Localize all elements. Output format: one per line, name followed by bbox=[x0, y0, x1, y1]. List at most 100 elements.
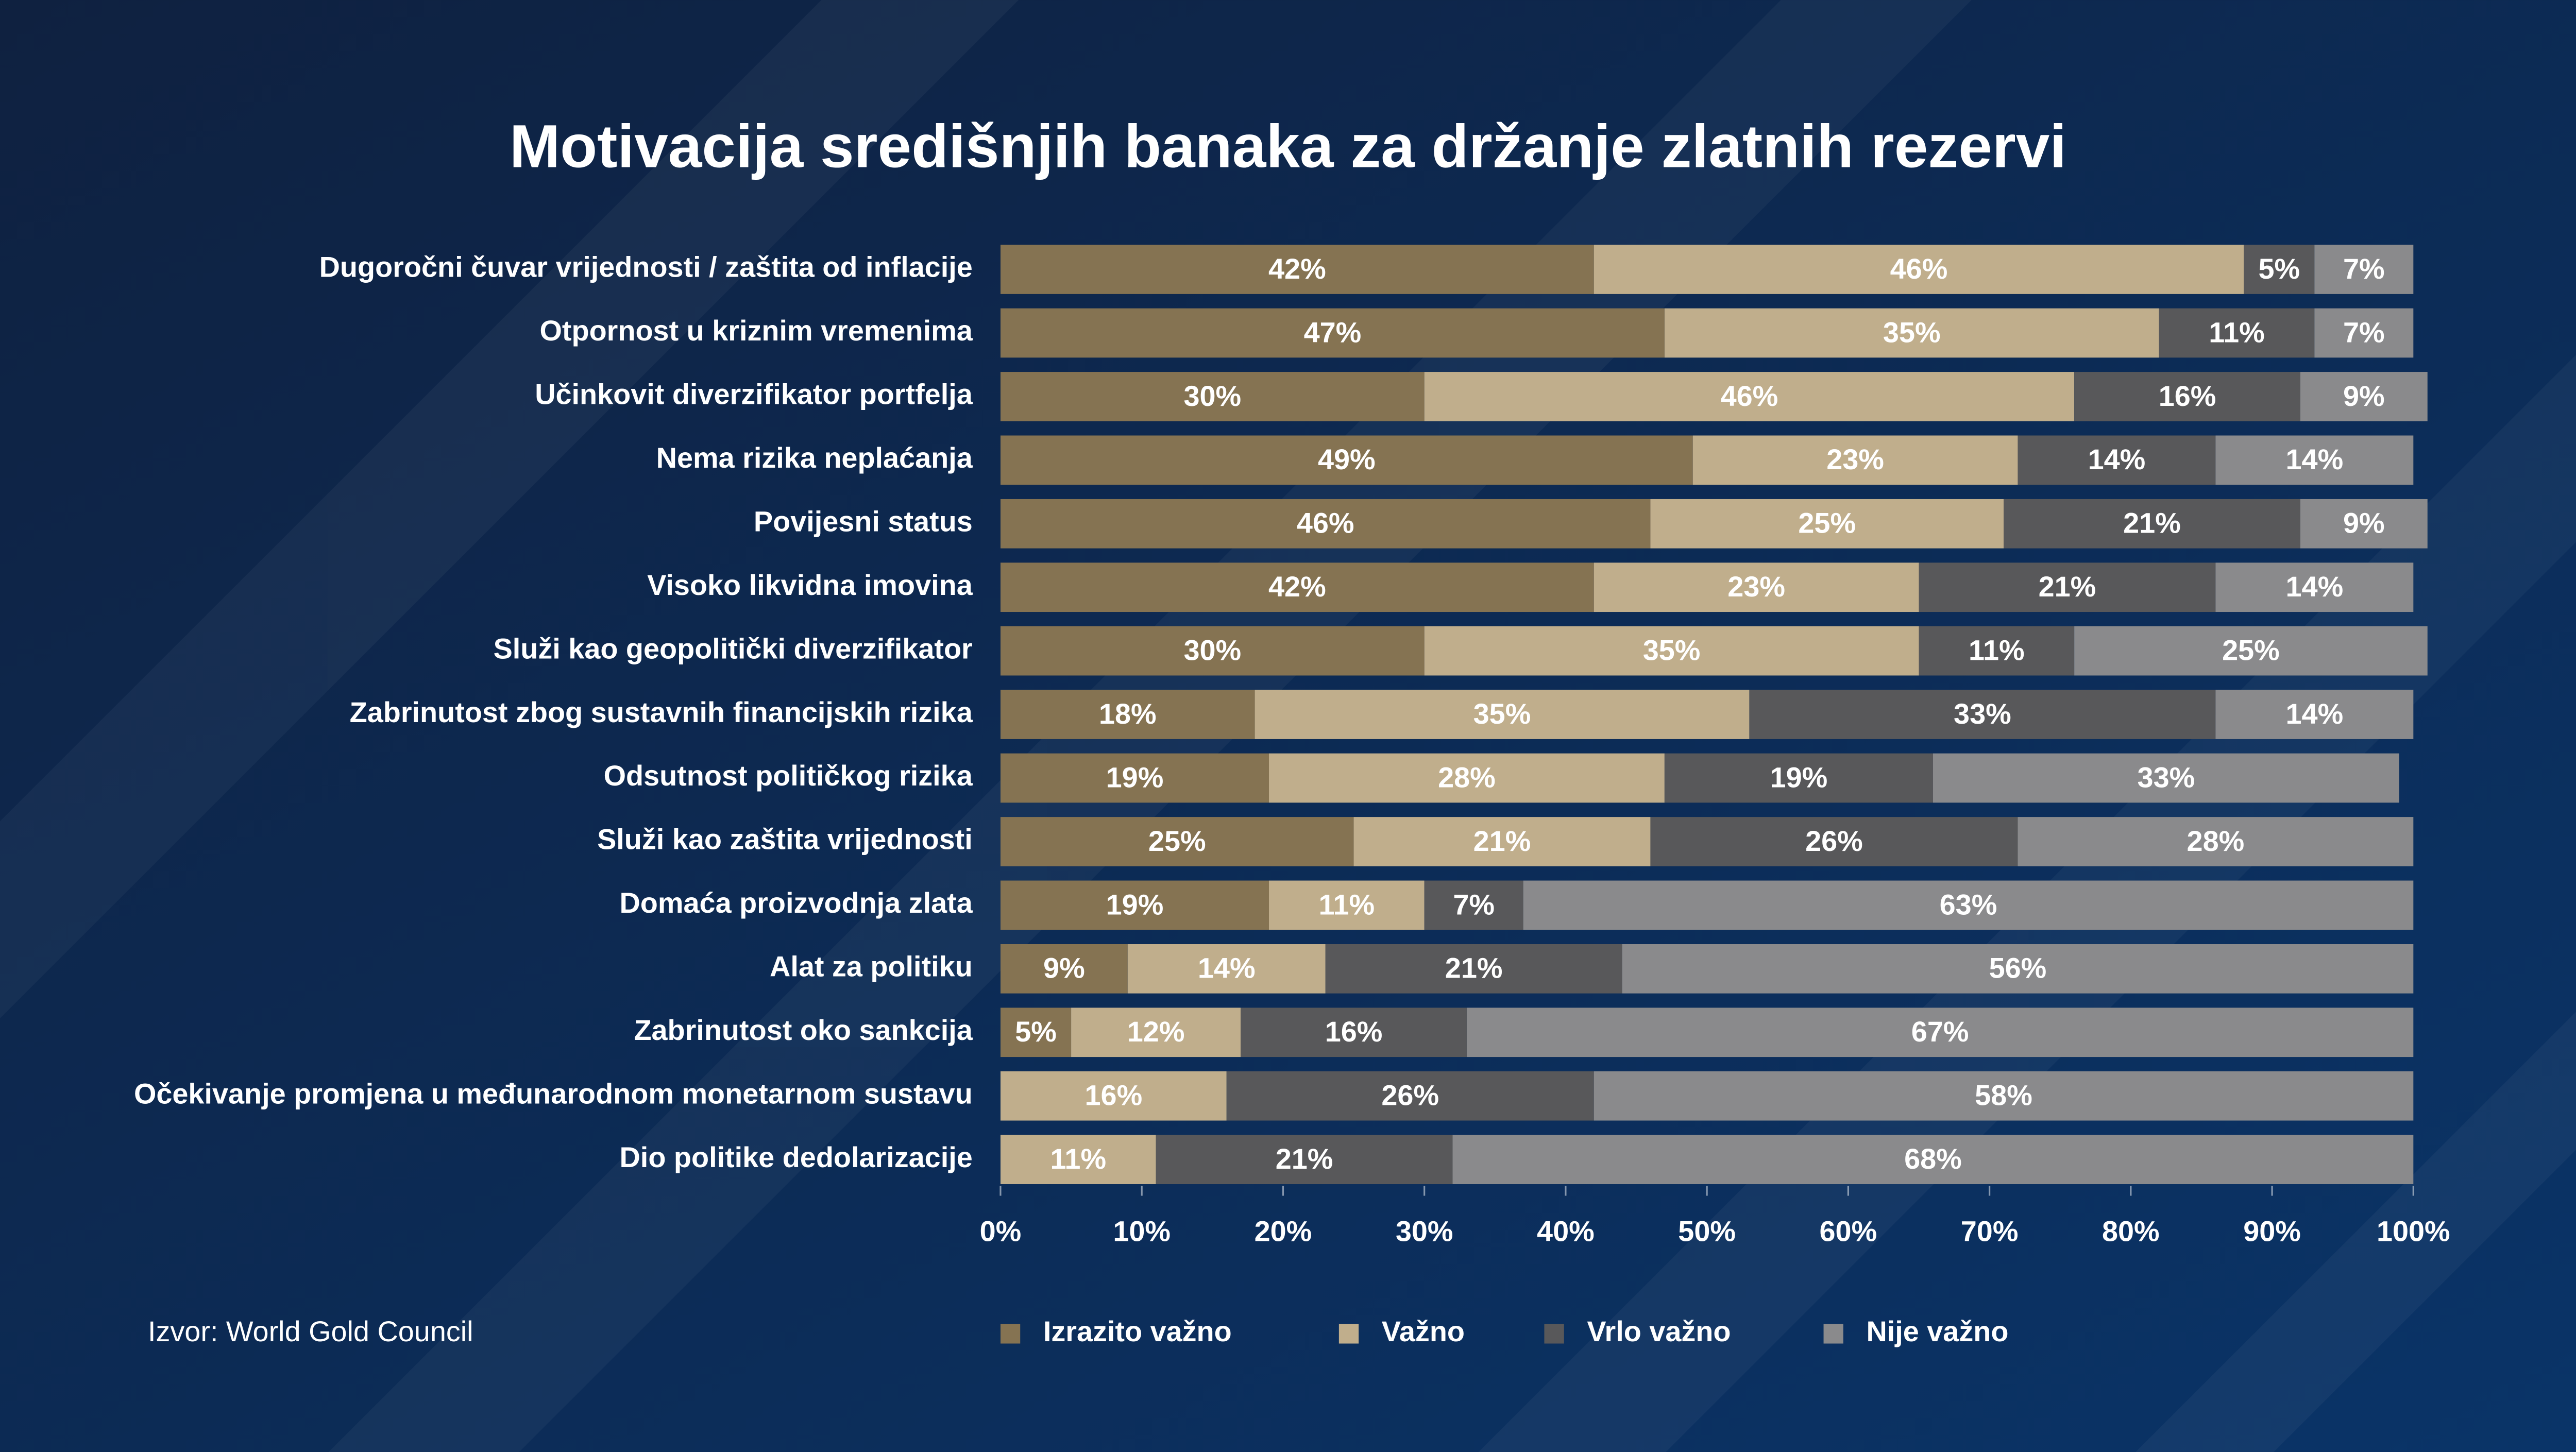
category-label: Dugoročni čuvar vrijednosti / zaštita od… bbox=[319, 251, 973, 283]
value-label: 21% bbox=[2039, 570, 2096, 603]
bar-segment bbox=[1919, 626, 2075, 676]
bar-segment bbox=[1000, 817, 1354, 866]
x-tick-label: 50% bbox=[1678, 1215, 1736, 1248]
category-label: Služi kao zaštita vrijednosti bbox=[597, 823, 973, 856]
value-label: 18% bbox=[1099, 697, 1157, 730]
chart-title: Motivacija središnjih banaka za držanje … bbox=[510, 113, 2066, 181]
value-label: 14% bbox=[2286, 697, 2344, 730]
value-label: 23% bbox=[1826, 443, 1884, 475]
value-label: 11% bbox=[1050, 1142, 1106, 1175]
bar-segment bbox=[1000, 626, 1425, 676]
category-label: Visoko likvidna imovina bbox=[647, 569, 973, 601]
category-label: Očekivanje promjena u međunarodnom monet… bbox=[134, 1077, 973, 1109]
bar-segment bbox=[2074, 626, 2428, 676]
category-label: Alat za politiku bbox=[770, 950, 973, 983]
value-label: 21% bbox=[1473, 825, 1531, 857]
value-label: 7% bbox=[2343, 252, 2385, 285]
value-label: 14% bbox=[2286, 570, 2344, 603]
bar-segment bbox=[1424, 626, 1919, 676]
bar-segment bbox=[2018, 817, 2414, 866]
bar-segment bbox=[1000, 1071, 1227, 1121]
value-label: 23% bbox=[1727, 570, 1785, 603]
bar-segment bbox=[1000, 753, 1269, 803]
legend-swatch bbox=[1000, 1324, 1021, 1344]
category-label: Služi kao geopolitički diverzifikator bbox=[494, 632, 973, 664]
bar-segment bbox=[1664, 753, 1933, 803]
bar-segment bbox=[1000, 372, 1425, 421]
bar-segment bbox=[2074, 372, 2300, 421]
bar-segment bbox=[1650, 817, 2018, 866]
bar-segment bbox=[1650, 499, 2004, 549]
bar-segment bbox=[1933, 753, 2399, 803]
bar-segment bbox=[1622, 944, 2414, 994]
value-label: 63% bbox=[1940, 888, 1997, 920]
bar-segment bbox=[2018, 435, 2216, 485]
x-tick-label: 70% bbox=[1961, 1215, 2019, 1248]
value-label: 9% bbox=[2343, 507, 2385, 539]
x-tick-label: 30% bbox=[1396, 1215, 1453, 1248]
value-label: 16% bbox=[1085, 1079, 1143, 1112]
value-label: 25% bbox=[1798, 507, 1856, 539]
value-label: 46% bbox=[1297, 507, 1354, 539]
value-label: 46% bbox=[1721, 380, 1778, 412]
bar-segment bbox=[1594, 562, 1919, 612]
value-label: 5% bbox=[2258, 252, 2300, 285]
category-label: Domaća proizvodnja zlata bbox=[620, 886, 973, 919]
value-label: 28% bbox=[2187, 825, 2245, 857]
bar-segment bbox=[1594, 245, 2244, 294]
value-label: 49% bbox=[1318, 443, 1376, 475]
bar-segment bbox=[1000, 435, 1693, 485]
x-tick-label: 0% bbox=[980, 1215, 1022, 1248]
bar-segment bbox=[1000, 499, 1651, 549]
value-label: 21% bbox=[1445, 952, 1503, 984]
value-label: 14% bbox=[2286, 443, 2344, 475]
bar-segment bbox=[2004, 499, 2300, 549]
bar-segment bbox=[1000, 690, 1255, 739]
bar-segment bbox=[2314, 245, 2414, 294]
bar-segment bbox=[1000, 245, 1594, 294]
bar-segment bbox=[1452, 1135, 2414, 1184]
source: Izvor: World Gold Council bbox=[148, 1315, 473, 1347]
value-label: 28% bbox=[1438, 761, 1496, 793]
value-label: 35% bbox=[1473, 697, 1531, 730]
bar-segment bbox=[1241, 1007, 1467, 1057]
bar-segment bbox=[2159, 308, 2315, 358]
bar-segment bbox=[1000, 880, 1269, 930]
bar-segment bbox=[1692, 435, 2018, 485]
value-label: 35% bbox=[1883, 316, 1941, 348]
value-label: 7% bbox=[2343, 316, 2385, 348]
value-label: 58% bbox=[1975, 1079, 2032, 1112]
value-label: 14% bbox=[1198, 952, 1256, 984]
category-label: Dio politike dedolarizacije bbox=[620, 1141, 973, 1173]
bar-segment bbox=[2300, 372, 2428, 421]
x-tick-label: 40% bbox=[1537, 1215, 1595, 1248]
bar-segment bbox=[1919, 562, 2216, 612]
bar-segment bbox=[1269, 880, 1425, 930]
value-label: 16% bbox=[1325, 1015, 1383, 1048]
value-label: 7% bbox=[1453, 888, 1495, 920]
value-label: 67% bbox=[1911, 1015, 1969, 1048]
value-label: 26% bbox=[1381, 1079, 1439, 1112]
value-label: 5% bbox=[1015, 1015, 1057, 1048]
bar-segment bbox=[2314, 308, 2414, 358]
value-label: 16% bbox=[2159, 380, 2216, 412]
value-label: 11% bbox=[1319, 888, 1375, 920]
bar-segment bbox=[2215, 690, 2414, 739]
bar-segment bbox=[1226, 1071, 1594, 1121]
bar-segment bbox=[1424, 372, 2075, 421]
value-label: 21% bbox=[2123, 507, 2181, 539]
legend-label: Vrlo važno bbox=[1587, 1315, 1731, 1347]
value-label: 46% bbox=[1890, 252, 1948, 285]
value-label: 19% bbox=[1106, 761, 1164, 793]
category-label: Zabrinutost oko sankcija bbox=[634, 1014, 973, 1046]
x-tick-label: 20% bbox=[1255, 1215, 1312, 1248]
value-label: 35% bbox=[1643, 634, 1701, 667]
value-label: 56% bbox=[1989, 952, 2047, 984]
value-label: 12% bbox=[1127, 1015, 1185, 1048]
category-label: Otpornost u kriznim vremenima bbox=[540, 314, 973, 347]
bar-segment bbox=[1000, 944, 1128, 994]
value-label: 11% bbox=[1969, 634, 2025, 667]
value-label: 42% bbox=[1268, 570, 1326, 603]
legend-swatch bbox=[1338, 1324, 1359, 1344]
